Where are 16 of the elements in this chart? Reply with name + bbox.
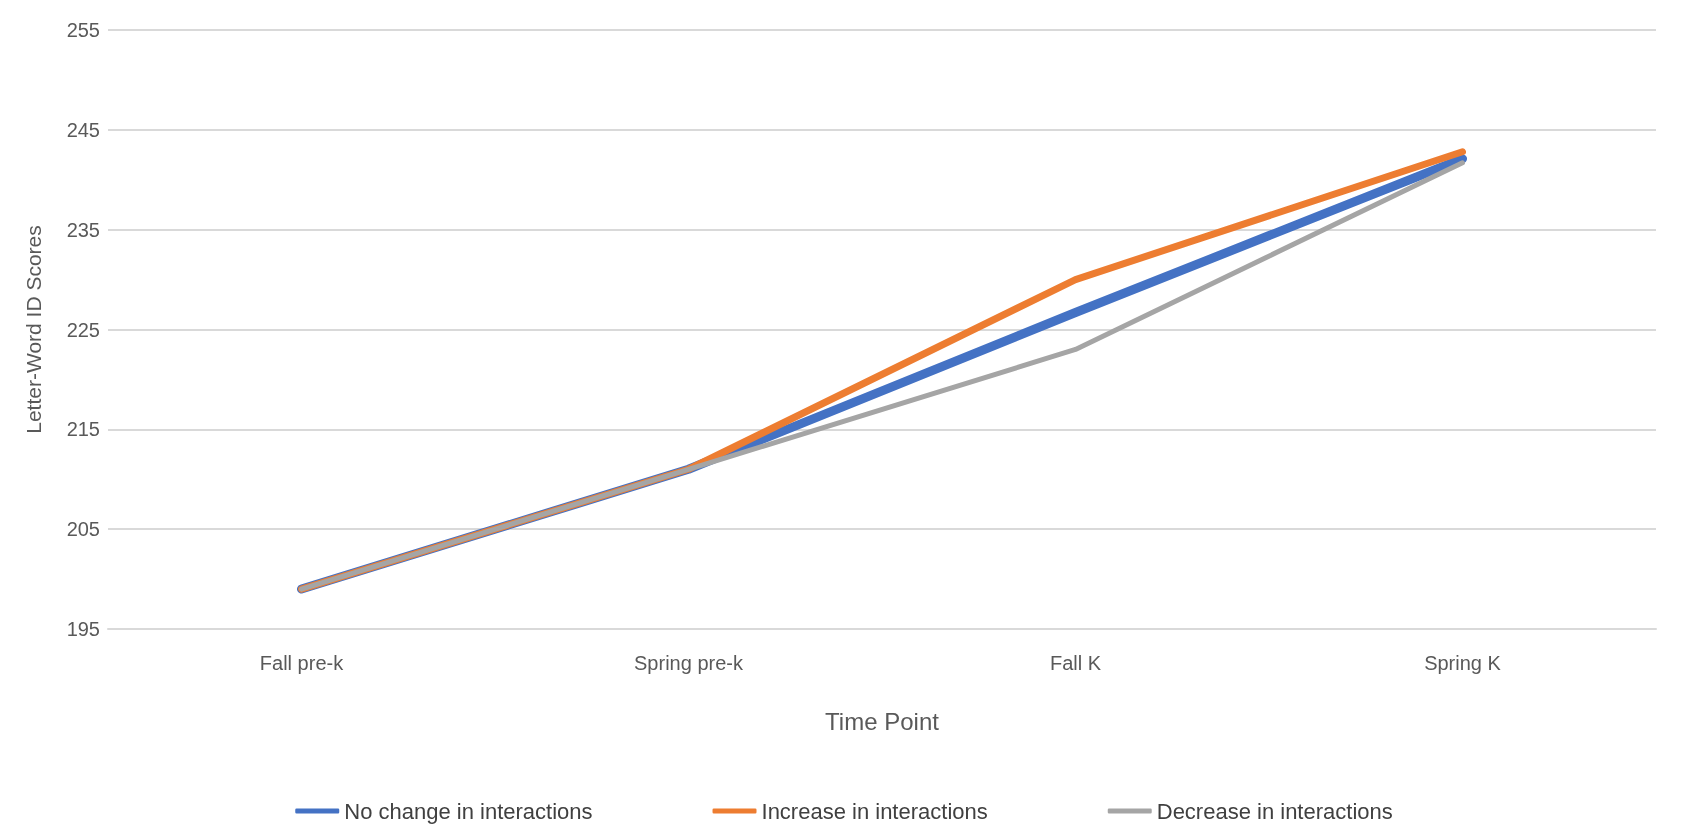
legend-label: No change in interactions (344, 798, 593, 824)
x-axis-title: Time Point (825, 707, 940, 735)
y-tick-label: 235 (66, 218, 100, 241)
legend-label: Increase in interactions (761, 798, 988, 824)
x-tick-label: Spring K (1424, 652, 1502, 674)
x-tick-label: Spring pre-k (634, 652, 744, 674)
y-tick-label: 195 (66, 618, 100, 640)
y-tick-label: 255 (66, 19, 100, 41)
y-tick-label: 215 (66, 418, 100, 441)
legend-label: Decrease in interactions (1156, 798, 1393, 824)
y-axis-title: Letter-Word ID Scores (22, 225, 45, 434)
x-tick-label: Fall pre-k (259, 652, 345, 674)
y-tick-label: 205 (66, 518, 100, 541)
y-tick-label: 225 (66, 318, 100, 341)
y-tick-label: 245 (66, 118, 100, 141)
x-tick-label: Fall K (1049, 652, 1102, 674)
